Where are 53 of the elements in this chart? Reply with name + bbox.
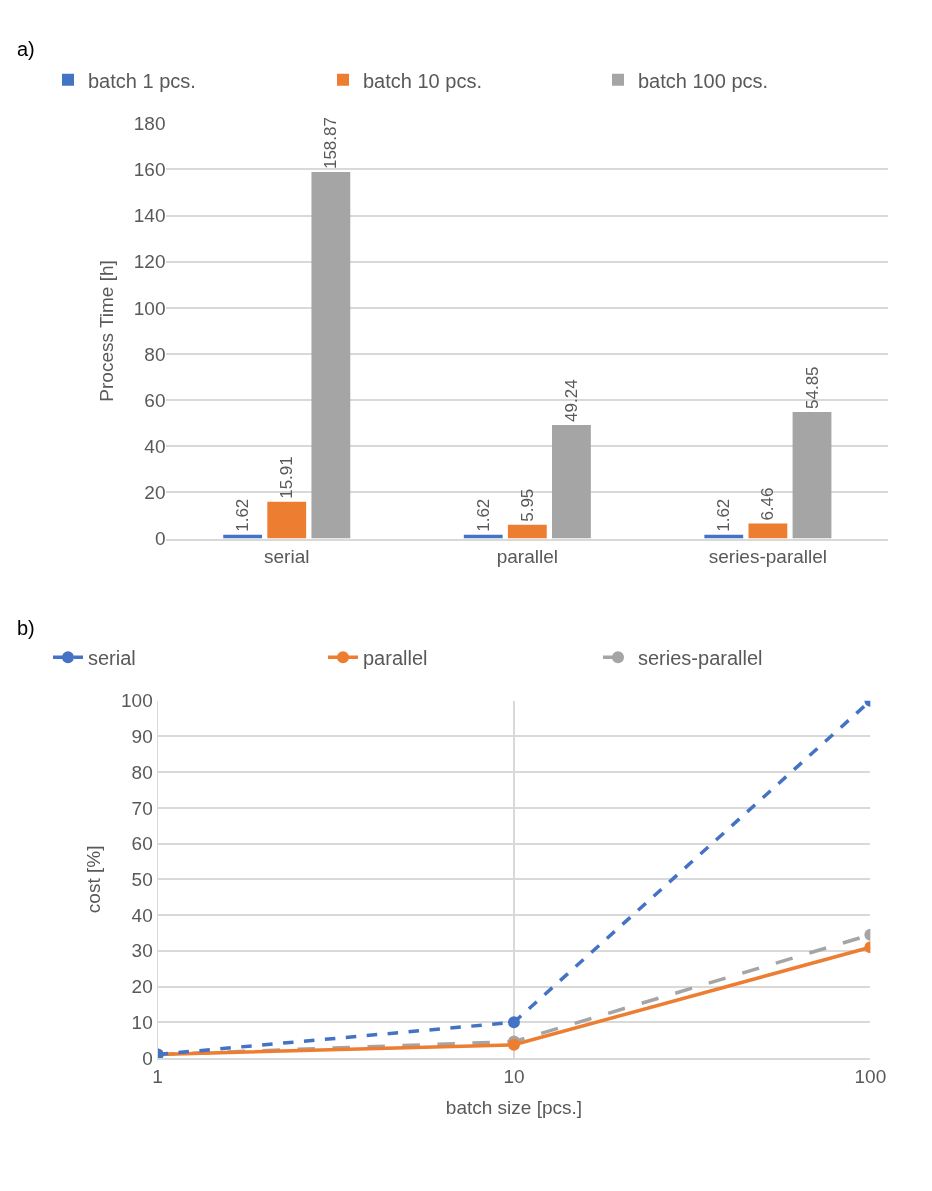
legend-label: batch 100 pcs. — [638, 69, 769, 92]
y-tick-label: 10 — [131, 1011, 153, 1033]
x-tick-label: serial — [264, 546, 310, 568]
data-label: 6.46 — [758, 487, 778, 521]
x-tick-label: series-parallel — [708, 546, 828, 568]
y-tick-label: 180 — [133, 112, 166, 134]
y-tick-label: 0 — [142, 1047, 153, 1069]
y-tick-label: 120 — [133, 251, 166, 273]
data-label: 1.62 — [473, 498, 493, 532]
bar — [792, 412, 832, 539]
data-label: 1.62 — [714, 498, 734, 532]
y-tick-label: 90 — [131, 726, 153, 748]
y-tick-label: 100 — [121, 690, 153, 712]
y-tick-label: 60 — [131, 833, 153, 855]
data-label: 49.24 — [561, 379, 581, 422]
y-tick-label: 160 — [133, 159, 166, 181]
data-label: 158.87 — [321, 117, 341, 170]
legend-label: parallel — [363, 647, 428, 670]
y-tick-label: 40 — [144, 435, 166, 457]
data-label: 5.95 — [517, 488, 537, 522]
data-label: 1.62 — [233, 498, 253, 532]
y-axis-title: cost [%] — [82, 845, 104, 914]
x-tick-label: 100 — [854, 1065, 887, 1087]
bar — [748, 523, 788, 539]
y-tick-label: 40 — [131, 904, 153, 926]
y-tick-label: 0 — [154, 528, 166, 550]
bar — [507, 524, 547, 539]
legend-label: batch 1 pcs. — [88, 69, 196, 92]
y-tick-label: 140 — [133, 205, 166, 227]
legend-label: batch 10 pcs. — [363, 69, 482, 92]
legend-label: series-parallel — [638, 647, 763, 670]
x-axis-title: batch size [pcs.] — [445, 1096, 583, 1118]
bar — [267, 501, 307, 539]
legend-label: serial — [88, 647, 136, 670]
text: b) — [17, 617, 35, 639]
y-axis-title: Process Time [h] — [95, 260, 117, 402]
x-tick-label: parallel — [496, 546, 558, 568]
bar — [311, 172, 351, 539]
y-tick-label: 30 — [131, 940, 153, 962]
bar — [552, 424, 591, 539]
x-tick-label: 1 — [152, 1065, 163, 1087]
y-tick-label: 100 — [133, 297, 166, 319]
y-tick-label: 80 — [131, 761, 153, 783]
y-tick-label: 20 — [131, 976, 153, 998]
y-tick-label: 50 — [131, 869, 153, 891]
data-label: 15.91 — [277, 456, 297, 499]
y-tick-label: 80 — [144, 343, 166, 365]
y-tick-label: 20 — [144, 482, 166, 504]
y-tick-label: 60 — [144, 389, 166, 411]
y-tick-label: 70 — [131, 797, 153, 819]
x-tick-label: 10 — [503, 1065, 525, 1087]
data-label: 54.85 — [802, 366, 822, 409]
text: a) — [17, 38, 35, 60]
